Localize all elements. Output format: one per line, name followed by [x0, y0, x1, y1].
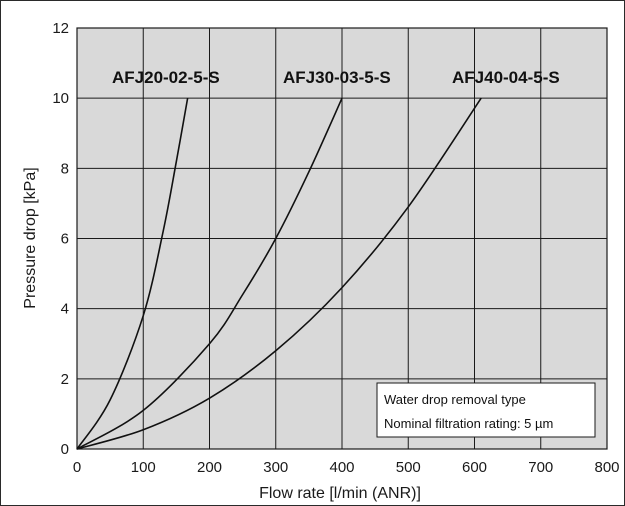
- x-tick-label: 0: [73, 459, 81, 476]
- series-label-1: AFJ20-02-5-S: [112, 68, 220, 87]
- y-tick-labels: 0 2 4 6 8 10 12: [52, 20, 69, 458]
- x-tick-label: 500: [396, 459, 421, 476]
- y-axis-title: Pressure drop [kPa]: [22, 167, 39, 308]
- series-line-2: [76, 97, 343, 450]
- annotation-background: [376, 382, 596, 438]
- x-tick-label: 400: [329, 459, 354, 476]
- x-tick-labels: 0 100 200 300 400 500 600 700 800: [73, 459, 620, 476]
- series-line-1: [76, 98, 189, 450]
- y-tick-label: 6: [61, 231, 69, 248]
- annotation-line-2: Nominal filtration rating: 5 µm: [384, 416, 553, 431]
- grid-lines: [76, 27, 608, 450]
- y-tick-label: 2: [61, 371, 69, 388]
- x-tick-label: 600: [462, 459, 487, 476]
- series-label-2: AFJ30-03-5-S: [283, 68, 391, 87]
- series-labels: AFJ20-02-5-S AFJ30-03-5-S AFJ40-04-5-S: [112, 68, 560, 87]
- y-tick-label: 4: [61, 301, 69, 318]
- y-tick-label: 0: [61, 441, 69, 458]
- x-tick-label: 100: [131, 459, 156, 476]
- x-tick-label: 700: [528, 459, 553, 476]
- annotation-line-1: Water drop removal type: [384, 392, 526, 407]
- series-lines: [76, 97, 482, 450]
- y-tick-label: 10: [52, 90, 69, 107]
- x-tick-label: 800: [594, 459, 619, 476]
- x-tick-label: 300: [263, 459, 288, 476]
- x-tick-label: 200: [197, 459, 222, 476]
- y-tick-label: 12: [52, 20, 69, 37]
- y-tick-label: 8: [61, 160, 69, 177]
- series-label-3: AFJ40-04-5-S: [452, 68, 560, 87]
- x-axis-title: Flow rate [l/min (ANR)]: [259, 485, 421, 502]
- annotation-box: Water drop removal type Nominal filtrati…: [376, 382, 596, 438]
- series-line-3: [76, 97, 482, 450]
